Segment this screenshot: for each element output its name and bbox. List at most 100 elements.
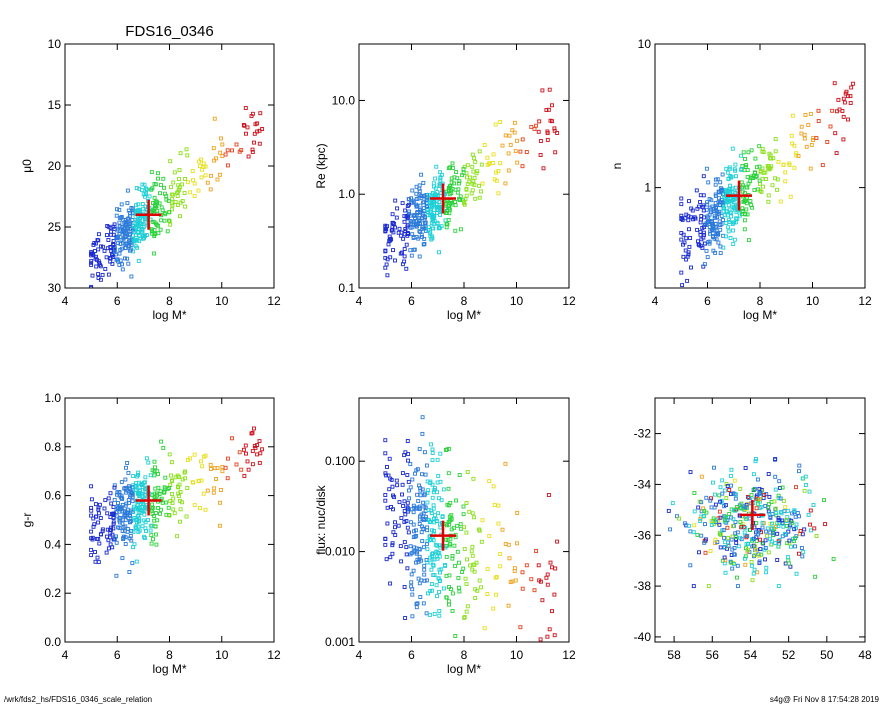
data-point xyxy=(688,563,693,568)
data-point xyxy=(433,513,438,518)
data-point xyxy=(239,148,244,153)
data-point xyxy=(127,238,132,243)
data-point xyxy=(812,526,817,531)
data-point xyxy=(406,530,411,535)
data-point xyxy=(823,522,828,527)
data-point xyxy=(754,457,758,461)
data-point xyxy=(730,186,735,191)
data-point xyxy=(752,536,756,541)
data-point xyxy=(808,166,813,171)
data-point xyxy=(144,456,149,461)
data-point xyxy=(757,497,762,502)
data-point xyxy=(848,101,853,105)
data-point xyxy=(225,456,230,461)
data-point xyxy=(241,123,246,127)
data-point xyxy=(494,170,499,175)
data-point xyxy=(114,540,119,545)
data-point xyxy=(143,520,148,525)
data-point xyxy=(107,256,112,260)
data-point xyxy=(135,474,140,479)
data-point xyxy=(112,536,117,541)
data-point xyxy=(438,479,443,484)
data-point xyxy=(425,210,430,215)
data-point xyxy=(473,596,478,601)
data-point xyxy=(150,502,154,507)
data-point xyxy=(430,552,435,557)
data-point xyxy=(405,566,410,571)
x-axis-label: log M* xyxy=(152,308,186,322)
data-point xyxy=(151,201,155,205)
data-point xyxy=(154,491,159,496)
data-point xyxy=(432,516,436,521)
y-axis-label: g-r xyxy=(20,513,34,528)
data-point xyxy=(135,218,140,223)
x-tick-label: 10 xyxy=(510,648,524,662)
data-point xyxy=(117,220,122,225)
data-point xyxy=(121,230,126,235)
data-point xyxy=(390,484,395,489)
data-point xyxy=(140,182,145,187)
data-point xyxy=(820,163,825,168)
data-point xyxy=(199,459,203,464)
data-point xyxy=(225,476,230,481)
data-point xyxy=(729,467,734,472)
data-point xyxy=(456,585,461,590)
data-point xyxy=(156,223,161,228)
data-point xyxy=(424,578,429,583)
data-point xyxy=(432,528,436,533)
data-point xyxy=(108,256,113,261)
data-point xyxy=(140,524,145,529)
data-point xyxy=(96,507,101,512)
data-point xyxy=(800,532,805,537)
data-point xyxy=(420,539,425,544)
data-point xyxy=(180,477,185,482)
data-point xyxy=(545,137,550,142)
data-point xyxy=(718,200,723,205)
data-point xyxy=(406,479,411,484)
data-point xyxy=(417,210,422,215)
data-point xyxy=(114,257,119,262)
data-point xyxy=(458,522,463,527)
data-point xyxy=(766,502,771,507)
data-point xyxy=(115,228,120,233)
data-point xyxy=(427,612,432,617)
data-point xyxy=(133,244,138,249)
y-axis-label: Re (kpc) xyxy=(314,143,328,188)
data-point xyxy=(438,525,443,530)
data-point xyxy=(532,126,537,131)
data-point xyxy=(510,579,515,584)
data-point xyxy=(390,227,395,232)
data-point xyxy=(169,207,174,212)
data-point xyxy=(123,542,128,546)
data-point xyxy=(733,531,738,536)
data-point xyxy=(111,242,116,247)
data-point xyxy=(753,175,758,179)
data-point xyxy=(137,207,142,212)
data-point xyxy=(783,561,788,566)
data-point xyxy=(215,466,220,471)
data-point xyxy=(102,248,107,253)
data-point xyxy=(764,570,769,575)
data-point xyxy=(425,525,430,530)
data-point xyxy=(453,203,458,208)
data-point xyxy=(794,571,799,576)
data-point xyxy=(541,166,546,171)
data-point xyxy=(455,176,460,181)
data-point xyxy=(768,530,773,535)
data-point xyxy=(761,184,765,189)
data-point xyxy=(116,241,121,246)
data-point xyxy=(734,210,739,215)
data-point xyxy=(124,510,129,515)
data-point xyxy=(250,147,255,152)
data-point xyxy=(473,159,478,164)
data-point xyxy=(698,200,703,204)
data-point xyxy=(536,563,541,568)
data-point xyxy=(491,484,496,489)
data-point xyxy=(398,544,403,549)
data-point xyxy=(408,248,413,253)
data-point xyxy=(156,506,161,510)
data-point xyxy=(123,256,127,261)
data-point xyxy=(89,251,94,256)
data-point xyxy=(170,197,175,202)
data-point xyxy=(477,527,482,532)
